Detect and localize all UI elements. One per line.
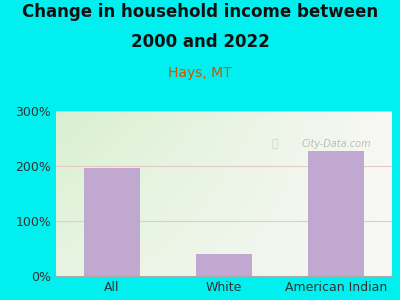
- Bar: [308, 151, 364, 276]
- Bar: [84, 168, 140, 276]
- Text: 2000 and 2022: 2000 and 2022: [131, 33, 269, 51]
- Text: 🔍: 🔍: [271, 139, 278, 149]
- Text: City-Data.com: City-Data.com: [301, 139, 371, 149]
- Text: Hays, MT: Hays, MT: [168, 66, 232, 80]
- Text: Change in household income between: Change in household income between: [22, 3, 378, 21]
- Bar: [196, 254, 252, 276]
